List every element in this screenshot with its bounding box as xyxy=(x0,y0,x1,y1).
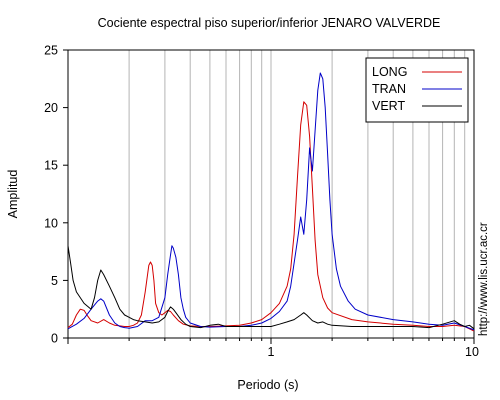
y-tick-label: 20 xyxy=(44,101,58,115)
series-lines xyxy=(67,72,475,332)
y-tick-label: 0 xyxy=(51,332,58,346)
legend-label-vert: VERT xyxy=(372,99,405,113)
series-line-long xyxy=(67,101,475,332)
legend-box xyxy=(365,57,469,123)
legend-label-long: LONG xyxy=(372,65,407,79)
legend: LONG TRAN VERT xyxy=(365,57,469,123)
series-line-tran xyxy=(67,72,475,331)
y-axis-label: Amplitud xyxy=(6,170,20,219)
series-line-vert xyxy=(67,245,475,330)
y-tick-label: 15 xyxy=(44,159,58,173)
y-axis: 0 5 10 15 20 25 xyxy=(44,44,68,346)
y-tick-label: 10 xyxy=(44,216,58,230)
chart-title: Cociente espectral piso superior/inferio… xyxy=(98,16,441,30)
legend-label-tran: TRAN xyxy=(372,82,406,96)
source-watermark: http://www.lis.ucr.ac.cr xyxy=(478,222,490,336)
x-axis-label: Periodo (s) xyxy=(237,378,298,392)
x-tick-label-1: 1 xyxy=(268,345,275,359)
y-tick-label: 25 xyxy=(44,44,58,58)
x-axis: 1 10 xyxy=(67,338,479,359)
y-tick-label: 5 xyxy=(51,274,58,288)
x-tick-label-10: 10 xyxy=(465,345,479,359)
